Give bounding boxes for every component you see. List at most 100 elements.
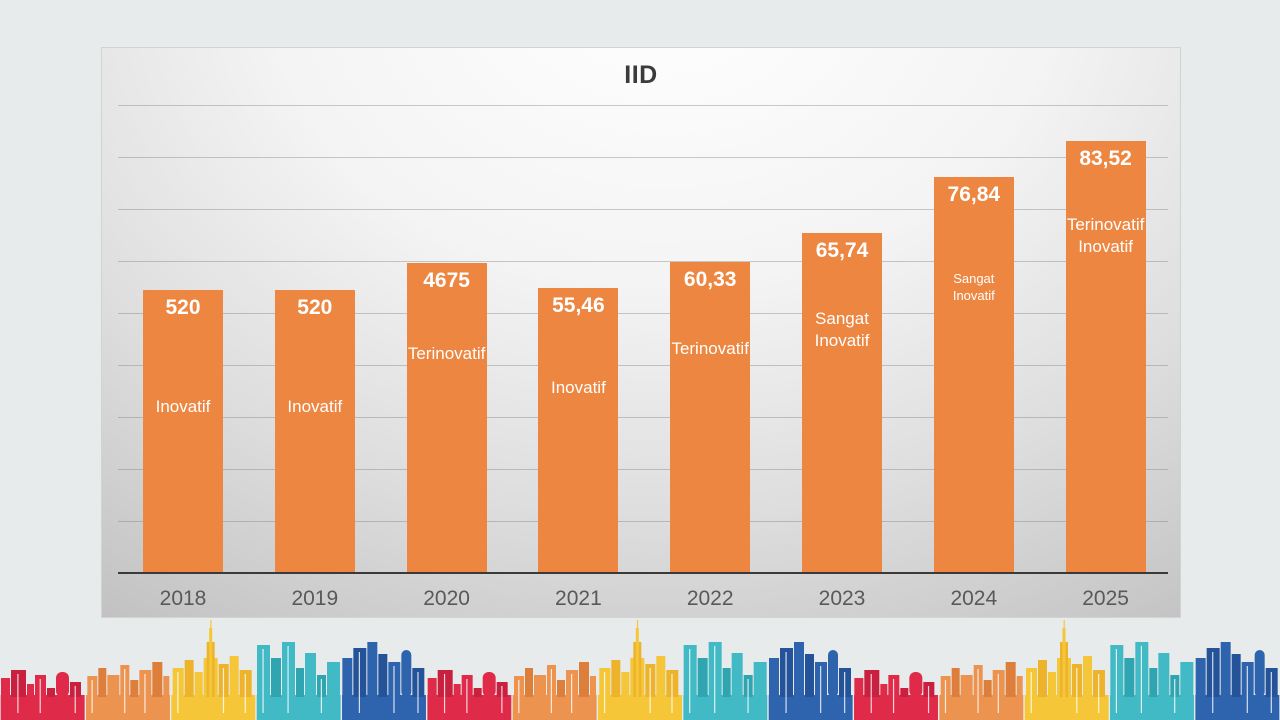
skyline-shape [152, 662, 163, 697]
gridline [118, 105, 1168, 106]
skyline-shape [1016, 676, 1023, 697]
skyline-shape [1158, 653, 1170, 697]
skyline-shape [769, 658, 779, 697]
gridline [118, 261, 1168, 262]
skyline-shape [501, 686, 503, 713]
skyline-shape [671, 674, 673, 713]
skyline-shape [880, 684, 888, 697]
skyline-shape [177, 672, 179, 713]
skyline-shape [342, 695, 426, 720]
skyline-shape [534, 675, 546, 697]
skyline-shape [525, 668, 533, 697]
gridline [118, 521, 1168, 522]
x-axis-label-2020: 2020 [423, 587, 470, 610]
bar-2023: 65,74 Sangat Inovatif [802, 233, 882, 573]
skyline-shape [1180, 662, 1194, 697]
skyline-shape [401, 650, 412, 697]
skyline-shape [1024, 695, 1109, 720]
skyline-shape [1220, 642, 1231, 697]
skyline-shape [557, 680, 565, 697]
skyline-shape [900, 688, 909, 697]
skyline-shape [194, 672, 203, 697]
skyline-shape [427, 678, 437, 697]
skyline-shape [1124, 658, 1135, 697]
skyline-block-teal [683, 642, 768, 720]
skyline-shape [753, 662, 767, 697]
skyline-shape [222, 668, 225, 713]
skyline-shape [731, 653, 743, 697]
skyline-shape [144, 674, 146, 713]
skyline-shape [1195, 658, 1206, 697]
skyline-shape [287, 646, 289, 713]
skyline-shape [210, 620, 212, 697]
bar-2024: 76,84 Sangat Inovatif [933, 177, 1014, 573]
skyline-block-blue [1195, 642, 1280, 720]
bar-value-label: 520 [297, 296, 333, 319]
plot-area: 520 Inovatif 2018 520 Inovatif 2019 4675 Terino… [102, 48, 1180, 617]
bar-category-label: Inovatif [155, 396, 211, 416]
skyline-shape [944, 680, 947, 713]
bar-category-label: Terinovatif Inovatif [1066, 214, 1145, 256]
skyline-shape [107, 675, 120, 697]
bar-2021: 55,46 Inovatif [538, 288, 619, 573]
bar-2022: 60,33 Terinovatif [670, 262, 751, 573]
skyline-shape [794, 642, 804, 697]
skyline-shape [74, 686, 76, 713]
skyline-shape [417, 672, 419, 713]
skyline-shape [1174, 679, 1176, 713]
skyline-block-orange [512, 662, 597, 720]
bar-2020: 4675 Terinovatif [406, 263, 487, 573]
skyline-shape [393, 666, 395, 713]
skyline-shape [656, 656, 666, 697]
bar-value-label: 76,84 [947, 183, 1001, 206]
skyline-shape [649, 668, 651, 713]
skyline-shape [1149, 668, 1158, 697]
skyline-shape [342, 658, 353, 697]
skyline-block-yellow [598, 620, 682, 720]
skyline-shape [1030, 672, 1032, 713]
skyline-shape [1098, 674, 1100, 713]
skyline-block-yellow [171, 620, 256, 720]
skyline-block-teal [1110, 642, 1194, 720]
bar-category-label: Terinovatif [407, 343, 486, 363]
skyline-shape [854, 678, 864, 697]
skyline-shape [163, 676, 170, 697]
skyline-shape [171, 695, 256, 720]
skyline-shape [1, 678, 10, 697]
skyline-shape [768, 695, 853, 720]
skyline-shape [453, 684, 461, 697]
x-axis-label-2019: 2019 [291, 587, 339, 610]
bar-value-label: 65,74 [815, 239, 869, 262]
bar-category-label: Sangat Inovatif [814, 308, 870, 350]
skyline-block-red [0, 670, 85, 720]
skyline-shape [427, 695, 512, 720]
bar-category-label: Sangat Inovatif [952, 271, 995, 303]
skyline-shape [130, 680, 139, 697]
skyline-shape [518, 680, 520, 713]
skyline-shape [27, 684, 34, 697]
x-axis-label-2022: 2022 [686, 587, 734, 610]
skyline-shape [1254, 650, 1265, 697]
x-axis-label-2025: 2025 [1082, 587, 1129, 610]
skyline-block-orange [939, 662, 1024, 720]
skyline-shape [1038, 660, 1047, 697]
skyline-shape [473, 688, 482, 697]
skyline-shape [1005, 662, 1016, 697]
skyline-shape [1212, 652, 1214, 713]
skyline-shape [1140, 646, 1142, 713]
skyline-shape [1063, 620, 1065, 697]
skyline-shape [256, 695, 341, 720]
skyline-shape [1231, 654, 1241, 697]
skyline-shape [747, 679, 749, 713]
bar-value-label: 83,52 [1079, 147, 1132, 170]
skyline-shape [590, 676, 596, 697]
city-skyline-decoration [0, 620, 1280, 720]
bar-2018: 520 Inovatif [143, 290, 223, 573]
bar-value-label: 520 [165, 296, 201, 319]
skyline-shape [1270, 672, 1272, 713]
skyline-shape [820, 666, 822, 713]
skyline-shape [697, 658, 708, 697]
skyline-shape [327, 662, 340, 697]
gridline [118, 365, 1168, 366]
